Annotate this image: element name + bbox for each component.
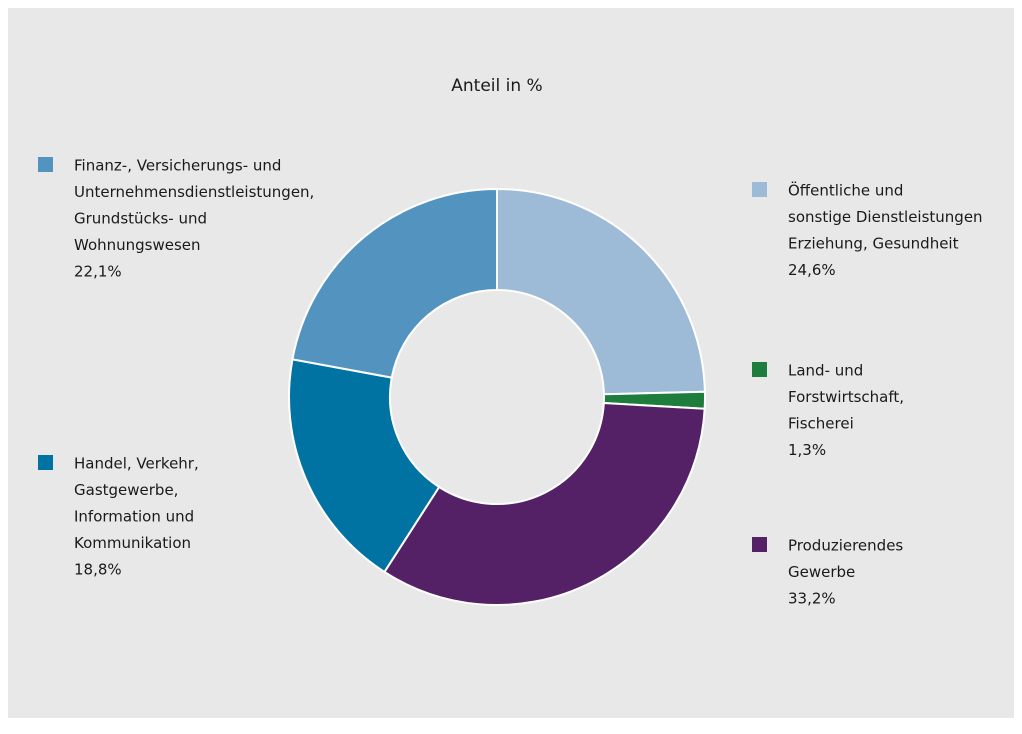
legend-swatch bbox=[752, 537, 767, 552]
legend-swatch bbox=[752, 362, 767, 377]
legend-label: Information und bbox=[74, 508, 194, 526]
value-label: 24,6% bbox=[788, 261, 836, 279]
legend-label: Land- und bbox=[788, 362, 863, 380]
donut-slice bbox=[496, 187, 706, 396]
legend-swatch bbox=[38, 455, 53, 470]
legend-label: Wohnungswesen bbox=[74, 236, 201, 254]
legend-swatch bbox=[38, 157, 53, 172]
legend-label: Handel, Verkehr, bbox=[74, 455, 199, 473]
value-label: 18,8% bbox=[74, 561, 122, 579]
legend-label: Grundstücks- und bbox=[74, 210, 207, 228]
legend-label: Unternehmensdienstleistungen, bbox=[74, 183, 314, 201]
value-label: 22,1% bbox=[74, 263, 122, 281]
legend-label: Gastgewerbe, bbox=[74, 481, 178, 499]
donut-slice bbox=[291, 187, 498, 379]
value-label: 33,2% bbox=[788, 590, 836, 608]
legend-label: sonstige Dienstleistungen bbox=[788, 208, 983, 226]
legend-label: Erziehung, Gesundheit bbox=[788, 235, 959, 253]
donut-slice bbox=[288, 358, 441, 574]
donut-slice bbox=[383, 401, 706, 606]
legend-label: Produzierendes bbox=[788, 537, 903, 555]
value-label: 1,3% bbox=[788, 441, 826, 459]
legend-label: Fischerei bbox=[788, 415, 854, 433]
legend-swatch bbox=[752, 182, 767, 197]
chart-title: Anteil in % bbox=[451, 76, 542, 96]
legend-label: Öffentliche und bbox=[788, 181, 903, 200]
legend-label: Kommunikation bbox=[74, 534, 191, 552]
legend-label: Gewerbe bbox=[788, 563, 855, 581]
legend-label: Forstwirtschaft, bbox=[788, 388, 904, 406]
legend-label: Finanz-, Versicherungs- und bbox=[74, 157, 281, 175]
